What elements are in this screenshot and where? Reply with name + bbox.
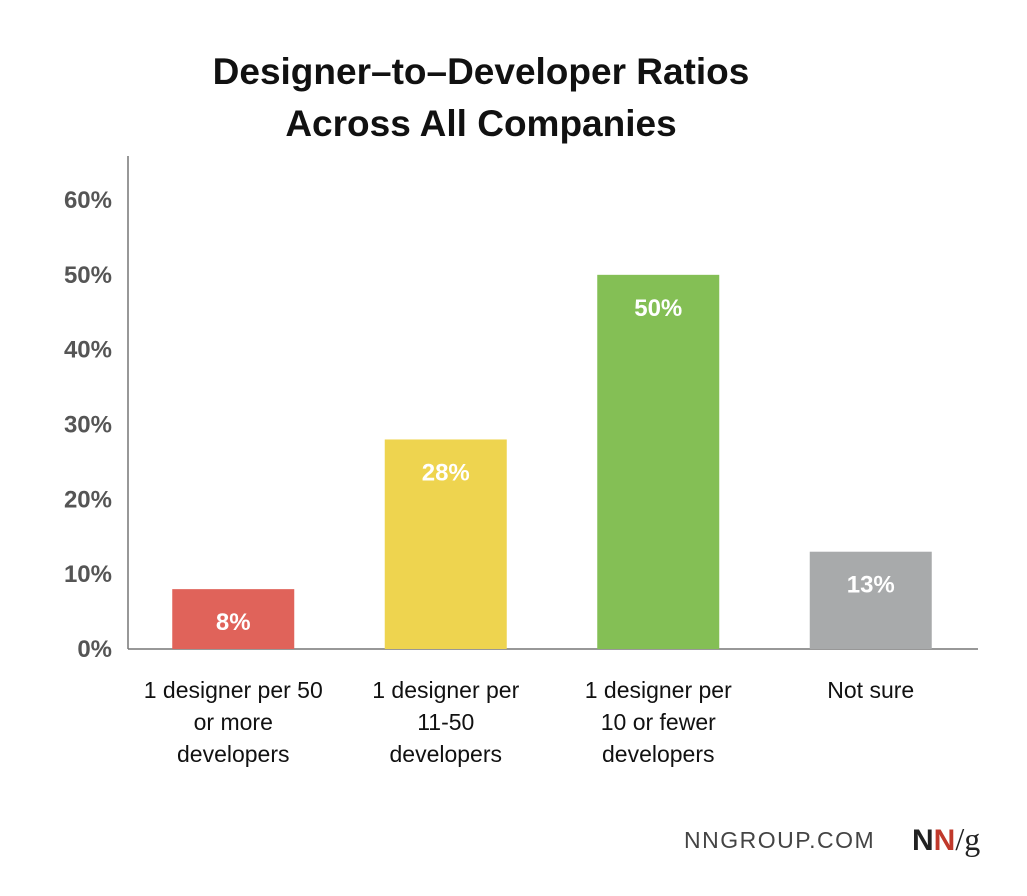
bar <box>597 274 720 649</box>
bar <box>172 589 295 649</box>
bar <box>384 439 507 649</box>
category-label: or more <box>194 709 273 735</box>
category-label: 10 or fewer <box>601 709 716 735</box>
y-tick-label: 50% <box>64 262 112 289</box>
logo-n2: N <box>934 824 956 857</box>
source-text: NNGROUP.COM <box>684 827 875 853</box>
y-tick-label: 20% <box>64 486 112 513</box>
logo-slash: / <box>955 821 964 857</box>
y-tick-label: 40% <box>64 337 112 364</box>
y-tick-label: 30% <box>64 412 112 439</box>
category-label: 1 designer per <box>372 677 519 703</box>
chart-title: Designer–to–Developer Ratios Across All C… <box>213 51 750 144</box>
data-label: 50% <box>634 295 682 322</box>
bar <box>809 551 932 649</box>
bars: 8% 28% 50% 13% <box>172 274 932 649</box>
nng-logo: NN/g <box>912 821 980 857</box>
logo-g: g <box>964 821 980 857</box>
logo-n1: N <box>912 824 934 857</box>
chart-title-line: Across All Companies <box>285 103 676 144</box>
x-axis-categories: 1 designer per 50 or more developers 1 desi… <box>144 677 914 767</box>
category-label: 1 designer per <box>585 677 732 703</box>
category-label: 11-50 <box>417 709 474 735</box>
data-label: 8% <box>216 609 251 636</box>
category-label: developers <box>389 741 502 767</box>
category-label: 1 designer per 50 <box>144 677 323 703</box>
y-tick-label: 60% <box>64 187 112 214</box>
category-label: developers <box>602 741 715 767</box>
data-label: 28% <box>422 459 470 486</box>
data-label: 13% <box>847 572 895 599</box>
y-tick-label: 0% <box>77 636 112 663</box>
category-label: Not sure <box>827 677 914 703</box>
chart-title-line: Designer–to–Developer Ratios <box>213 51 750 92</box>
category-label: developers <box>177 741 290 767</box>
footer: NNGROUP.COM NN/g <box>684 821 980 857</box>
y-tick-label: 10% <box>64 561 112 588</box>
